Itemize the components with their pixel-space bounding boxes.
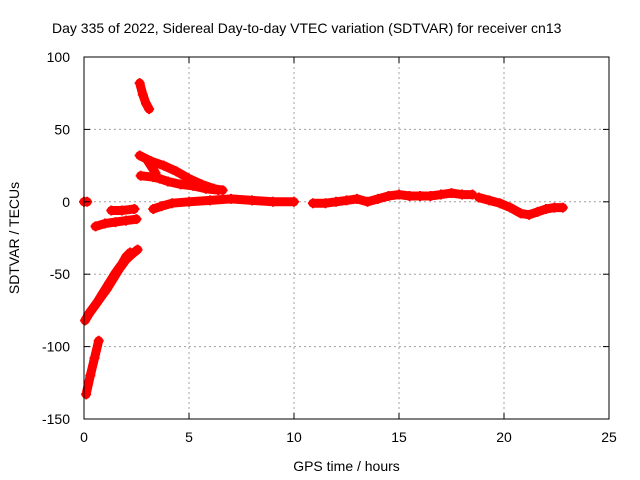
data-point [116,205,127,216]
data-point [167,198,178,209]
y-tick-label: 0 [62,194,70,210]
y-tick-label: 50 [54,121,70,137]
data-point [307,198,318,209]
y-tick-label: -150 [42,411,70,427]
data-point [158,160,169,171]
data-point [352,193,362,204]
data-point [93,335,104,346]
series-trace-s2 [81,336,104,399]
data-point [175,179,186,190]
data-point [226,193,236,204]
data-point [134,78,145,89]
data-point [457,189,467,200]
data-point [505,202,516,213]
data-point [85,370,96,381]
data-point [121,254,131,265]
x-tick-label: 15 [391,429,407,445]
plot-frame [83,56,610,420]
data-point [110,217,121,228]
data-point [473,192,484,203]
series-trace-s7 [135,78,154,114]
y-tick-label: 100 [47,49,71,65]
data-point [446,188,457,199]
data-point [137,89,148,100]
data-point [171,166,182,177]
data-point [135,170,146,181]
data-point [127,248,138,259]
data-point [383,191,394,202]
data-point [148,204,159,215]
x-tick-label: 20 [496,429,512,445]
data-point [268,196,278,207]
data-point [425,191,436,202]
x-axis-label: GPS time / hours [293,458,400,474]
data-point [515,208,526,219]
x-tick-label: 25 [601,429,617,445]
data-point [131,214,142,225]
data-point [436,189,446,200]
data-point [89,353,100,364]
x-tick-label: 0 [80,429,88,445]
chart-title: Day 335 of 2022, Sidereal Day-to-day VTE… [52,20,562,36]
data-point [132,244,143,255]
data-point [524,209,535,220]
data-point [95,292,106,303]
data-point [154,173,165,184]
data-point [89,301,100,312]
tick-layer: 0 5 10 15 20 25 -150 -100 -50 0 50 100 [42,49,617,445]
data-point [163,176,173,187]
data-point [129,204,140,215]
data-point [532,206,543,217]
data-point [394,189,404,200]
data-point [144,104,155,115]
data-point [134,150,145,161]
series-layer [79,78,568,400]
data-point [102,283,113,294]
data-point [83,309,94,320]
data-point [331,196,341,207]
y-tick-label: -50 [50,266,70,282]
data-point [108,273,119,284]
x-tick-label: 5 [185,429,193,445]
data-point [289,196,299,207]
data-point [200,183,211,194]
y-axis-label: SDTVAR / TECUs [6,182,22,294]
data-point [150,167,161,178]
data-point [188,180,199,191]
data-point [484,195,495,206]
data-point [404,191,415,202]
grid-layer [84,57,609,419]
data-point [205,195,215,206]
data-point [213,185,224,196]
data-point [362,196,373,207]
data-point [341,195,352,206]
data-point [494,198,505,209]
data-point [114,263,125,274]
data-point [121,215,131,226]
data-point [247,195,257,206]
data-point [320,198,331,209]
data-point [541,204,551,215]
data-point [106,205,117,216]
data-point [373,193,383,204]
data-point [90,221,101,232]
data-point [100,218,110,229]
series-trace-s10 [142,155,160,178]
series-trace-s12 [308,188,477,208]
data-point [549,202,560,213]
data-point [156,201,167,212]
data-point [140,98,151,109]
data-point [415,191,425,202]
y-tick-label: -100 [42,339,70,355]
data-point [557,202,568,213]
data-point [81,389,92,400]
x-tick-label: 10 [286,429,302,445]
data-point [184,196,194,207]
data-point [142,154,152,165]
